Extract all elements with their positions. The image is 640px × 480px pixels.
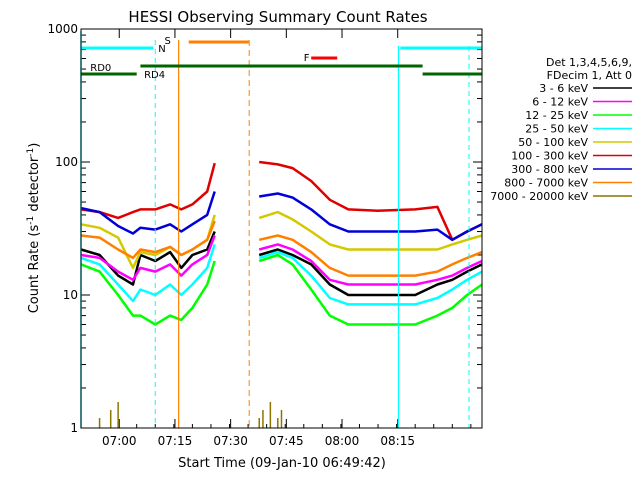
ylabel-main: Count Rate (s (27, 225, 42, 314)
flag-label-n: N (158, 44, 165, 55)
x-tick-label: 07:45 (269, 434, 304, 448)
svg-text:Count Rate (s-1 detector-1): Count Rate (s-1 detector-1) (26, 143, 42, 314)
legend-label: 25 - 50 keV (525, 123, 588, 136)
chart-title: HESSI Observing Summary Count Rates (128, 8, 427, 26)
series-line (80, 235, 483, 286)
x-tick-label: 07:00 (102, 434, 137, 448)
y-tick-label: 1000 (47, 22, 78, 36)
legend-label: 100 - 300 keV (511, 150, 588, 163)
series-line (80, 210, 483, 270)
legend-label: 800 - 7000 keV (504, 177, 588, 190)
x-axis-label: Start Time (09-Jan-10 06:49:42) (178, 456, 386, 471)
legend-label: 300 - 800 keV (511, 163, 588, 176)
series-line (80, 191, 483, 242)
series-line (80, 231, 483, 297)
legend-label: 12 - 25 keV (525, 109, 588, 122)
series-line (80, 253, 483, 326)
series-line (80, 220, 483, 277)
y-tick-label: 100 (55, 155, 78, 169)
flag-label-rd0: RD0 (90, 63, 111, 74)
legend-label: 7000 - 20000 keV (490, 190, 588, 203)
x-tick-label: 07:30 (213, 434, 248, 448)
x-tick-label: 08:00 (325, 434, 360, 448)
ylabel-end: ) (27, 143, 42, 148)
legend: Det 1,3,4,5,6,9, FDecim 1, Att 0 3 - 6 k… (490, 56, 632, 203)
ylabel-sup2: -1 (26, 148, 36, 157)
y-axis-label: Count Rate (s-1 detector-1) (26, 143, 42, 314)
plot-frame (80, 28, 483, 429)
legend-label: 3 - 6 keV (539, 82, 588, 95)
legend-label: 6 - 12 keV (532, 96, 588, 109)
y-tick-label: 10 (63, 288, 78, 302)
x-tick-label: 08:15 (380, 434, 415, 448)
flag-label-f: F (304, 53, 310, 64)
legend-header-1: Det 1,3,4,5,6,9, (546, 56, 632, 69)
ylabel-mid: detector (27, 156, 42, 216)
legend-header-2: FDecim 1, Att 0 (547, 69, 632, 82)
flag-label-rd4: RD4 (144, 70, 165, 81)
legend-label: 50 - 100 keV (518, 136, 588, 149)
ylabel-sup1: -1 (26, 216, 36, 225)
flag-label-s: S (165, 36, 171, 47)
x-tick-label: 07:15 (158, 434, 193, 448)
y-tick-label: 1 (70, 421, 78, 435)
